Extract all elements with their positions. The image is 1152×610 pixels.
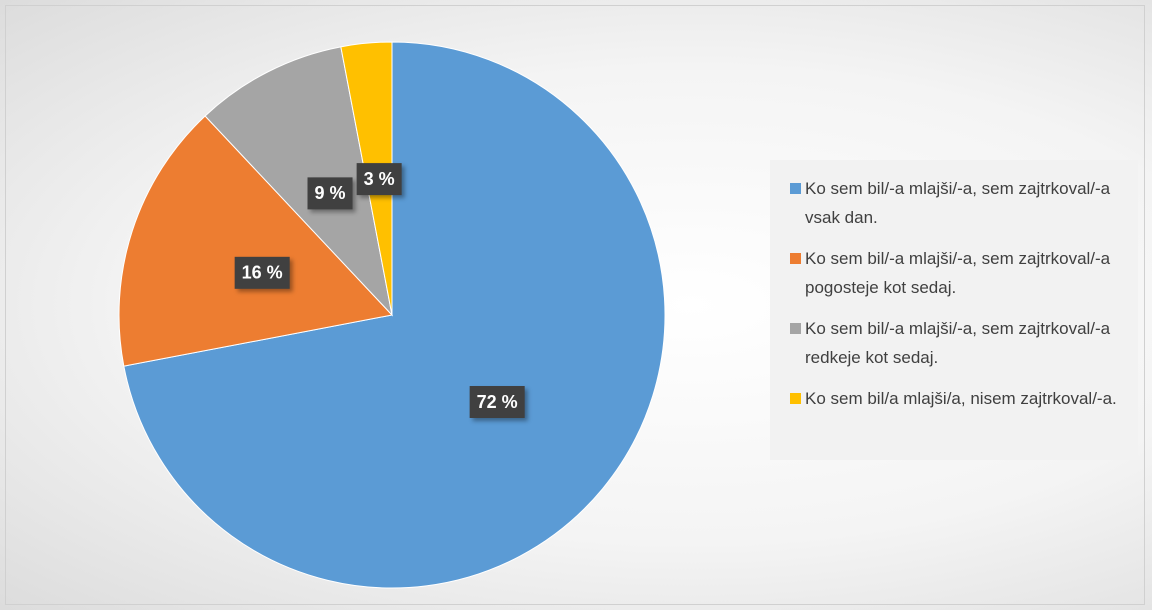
data-label-box	[356, 163, 402, 196]
frame	[5, 5, 1145, 605]
legend-swatch	[790, 393, 801, 404]
data-label: 3 %	[356, 163, 402, 196]
legend-item: Ko sem bil/-a mlajši/-a, sem zajtrkoval/…	[790, 174, 1128, 232]
data-label-text: 16 %	[242, 263, 283, 283]
legend-swatch	[790, 253, 801, 264]
legend-swatch	[790, 183, 801, 194]
legend-label: Ko sem bil/-a mlajši/-a, sem zajtrkoval/…	[805, 179, 1111, 227]
data-label-text: 9 %	[315, 183, 346, 203]
data-label: 9 %	[307, 177, 353, 210]
pie-slice	[123, 41, 666, 589]
data-label-box	[307, 177, 353, 210]
legend-swatch	[790, 323, 801, 334]
data-label-box	[469, 386, 525, 419]
data-label: 72 %	[469, 386, 525, 419]
legend-item: Ko sem bil/a mlajši/a, nisem zajtrkoval/…	[790, 384, 1128, 413]
legend: Ko sem bil/-a mlajši/-a, sem zajtrkoval/…	[770, 160, 1138, 460]
legend-label: Ko sem bil/-a mlajši/-a, sem zajtrkoval/…	[805, 319, 1111, 367]
data-label: 16 %	[234, 256, 290, 289]
legend-label: Ko sem bil/-a mlajši/-a, sem zajtrkoval/…	[805, 249, 1111, 297]
data-label-box	[234, 256, 290, 289]
data-label-text: 3 %	[364, 169, 395, 189]
legend-label: Ko sem bil/a mlajši/a, nisem zajtrkoval/…	[805, 389, 1117, 408]
data-label-text: 72 %	[477, 392, 518, 412]
legend-item: Ko sem bil/-a mlajši/-a, sem zajtrkoval/…	[790, 314, 1128, 372]
legend-item: Ko sem bil/-a mlajši/-a, sem zajtrkoval/…	[790, 244, 1128, 302]
pie-slice	[204, 46, 393, 317]
pie-slice	[118, 115, 393, 367]
